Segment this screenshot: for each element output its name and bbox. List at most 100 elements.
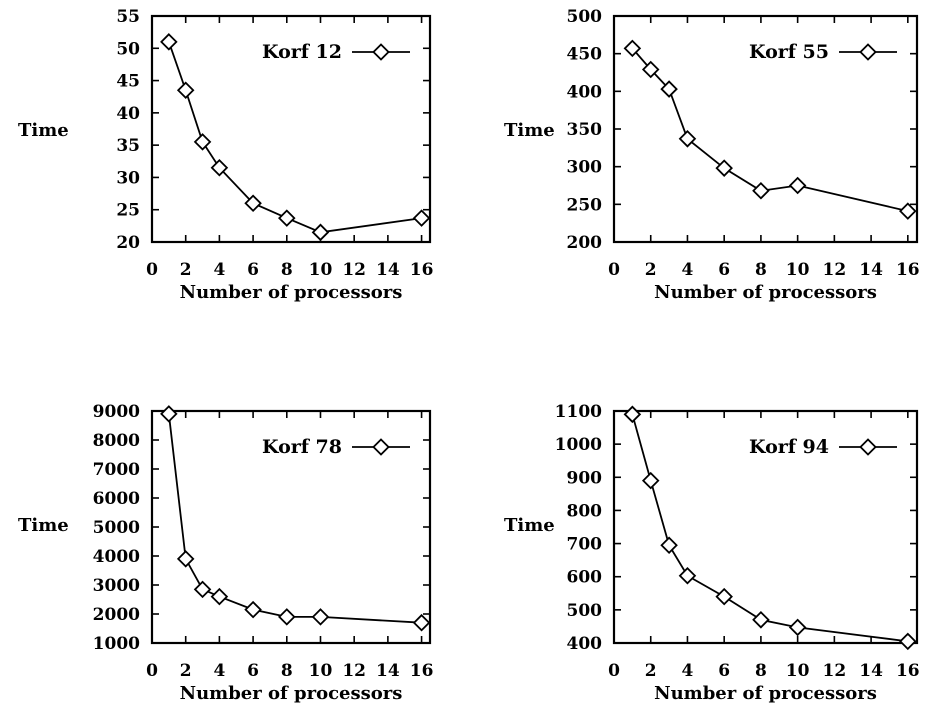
y-tick-label: 500 (567, 601, 603, 621)
x-tick-label: 14 (376, 661, 400, 681)
x-tick-label: 14 (859, 661, 883, 681)
data-point-marker (210, 158, 229, 177)
x-tick-label: 12 (342, 661, 366, 681)
data-point-marker (210, 587, 229, 606)
data-point-marker (788, 176, 807, 195)
x-tick-label: 16 (410, 661, 434, 681)
data-point-marker (176, 81, 195, 100)
series-line (167, 41, 422, 234)
x-tick-label: 6 (718, 260, 730, 280)
x-tick-label: 4 (213, 260, 225, 280)
legend-marker (859, 43, 877, 61)
y-tick-label: 35 (116, 136, 140, 156)
y-tick-label: 800 (567, 501, 603, 521)
x-tick-label: 0 (146, 661, 158, 681)
y-axis-label: Time (504, 120, 555, 141)
chart-panel-2: 200 250 300 350 400 450 500 0 2 4 6 8 10 12 14 16 Number… (504, 7, 920, 303)
y-tick-label: 700 (567, 535, 603, 555)
y-tick-label: 900 (567, 468, 603, 488)
legend-marker (372, 43, 390, 61)
y-axis-label: Time (504, 515, 555, 536)
data-point-marker (193, 133, 212, 151)
x-axis-label: Number of processors (180, 282, 403, 303)
y-tick-label: 1000 (555, 435, 602, 455)
y-tick-label: 40 (116, 104, 140, 124)
series-line (631, 47, 909, 212)
y-tick-label: 350 (567, 120, 603, 140)
x-tick-label: 4 (682, 661, 694, 681)
x-tick-label: 4 (682, 260, 694, 280)
y-tick-label: 8000 (93, 431, 140, 451)
y-tick-label: 1000 (93, 634, 140, 654)
y-tick-label: 55 (116, 7, 140, 27)
data-point-marker (412, 613, 431, 632)
x-tick-label: 10 (309, 260, 333, 280)
x-tick-label: 6 (247, 260, 259, 280)
data-point-marker (244, 600, 262, 619)
y-tick-label: 500 (567, 7, 603, 27)
y-tick-label: 450 (567, 45, 603, 65)
data-point-marker (160, 405, 178, 423)
legend-marker (859, 438, 877, 456)
y-tick-label: 30 (116, 168, 140, 188)
data-point-marker (311, 223, 330, 242)
x-axis-label: Number of processors (180, 683, 403, 704)
chart-panel-3: 1000 2000 3000 4000 5000 6000 7000 8000 9000 0 2 4 6… (18, 402, 433, 704)
y-tick-label: 250 (567, 195, 603, 215)
data-point-marker (193, 580, 212, 599)
x-tick-label: 12 (823, 260, 847, 280)
y-tick-label: 600 (567, 568, 603, 588)
y-tick-label: 7000 (93, 460, 140, 480)
x-tick-label: 4 (213, 661, 225, 681)
y-tick-label: 20 (116, 233, 140, 253)
data-point-marker (788, 618, 807, 637)
y-tick-label: 4000 (93, 547, 140, 567)
data-point-marker (278, 608, 296, 626)
x-tick-label: 16 (410, 260, 434, 280)
data-point-marker (752, 611, 770, 629)
x-tick-label: 8 (281, 260, 293, 280)
y-tick-label: 400 (567, 634, 603, 654)
x-tick-label: 2 (180, 661, 192, 681)
x-tick-label: 14 (376, 260, 400, 280)
data-point-marker (752, 182, 770, 200)
x-tick-label: 14 (859, 260, 883, 280)
x-tick-label: 16 (896, 260, 920, 280)
y-tick-label: 400 (567, 82, 603, 102)
y-tick-label: 300 (567, 158, 603, 178)
x-tick-label: 8 (755, 661, 767, 681)
legend-marker (372, 438, 390, 456)
y-tick-label: 2000 (93, 605, 140, 625)
data-point-marker (678, 566, 697, 585)
data-point-marker (715, 587, 733, 606)
data-point-marker (715, 159, 733, 177)
data-point-marker (678, 130, 697, 148)
x-tick-label: 2 (645, 260, 657, 280)
y-tick-label: 200 (567, 233, 603, 253)
data-point-marker (623, 405, 642, 424)
data-point-marker (412, 209, 431, 227)
y-tick-label: 9000 (93, 402, 140, 422)
data-point-marker (641, 60, 660, 79)
legend-label: Korf 12 (262, 41, 342, 63)
data-point-marker (623, 39, 642, 58)
x-tick-label: 2 (180, 260, 192, 280)
x-axis-label: Number of processors (654, 282, 877, 303)
x-tick-label: 16 (896, 661, 920, 681)
legend-label: Korf 94 (749, 436, 829, 458)
y-axis-label: Time (18, 515, 69, 536)
x-tick-label: 8 (281, 661, 293, 681)
y-tick-label: 1100 (555, 402, 602, 422)
data-point-marker (311, 608, 330, 626)
x-tick-label: 2 (645, 661, 657, 681)
data-point-marker (244, 194, 262, 213)
x-tick-label: 6 (718, 661, 730, 681)
x-tick-label: 8 (755, 260, 767, 280)
y-tick-label: 6000 (93, 489, 140, 509)
y-tick-label: 50 (116, 39, 140, 59)
y-axis-label: Time (18, 120, 69, 141)
data-point-marker (176, 550, 195, 568)
y-tick-label: 3000 (93, 576, 140, 596)
x-tick-label: 12 (342, 260, 366, 280)
